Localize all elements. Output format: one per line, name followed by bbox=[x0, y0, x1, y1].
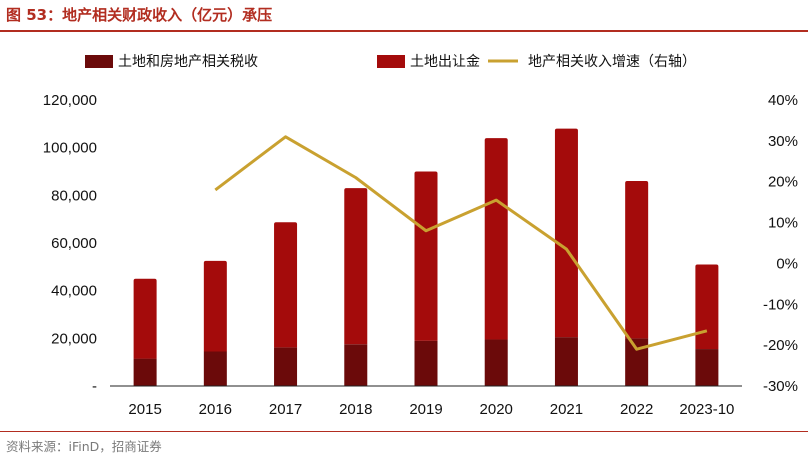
y-right-tick-label: -30% bbox=[763, 378, 798, 395]
bar-land-2022 bbox=[625, 181, 649, 339]
x-tick-label: 2015 bbox=[128, 401, 161, 418]
legend: 土地和房地产相关税收 土地出让金 地产相关收入增速（右轴） bbox=[85, 54, 696, 70]
bar-tax-2022 bbox=[625, 338, 649, 386]
chart: 土地和房地产相关税收 土地出让金 地产相关收入增速（右轴） - 20,000 40,00… bbox=[43, 54, 798, 418]
x-tick-label: 2022 bbox=[620, 401, 653, 418]
bar-tax-2016 bbox=[203, 351, 227, 386]
footer-divider bbox=[0, 431, 808, 432]
y-right-tick-label: -10% bbox=[763, 296, 798, 313]
x-tick-label: 2019 bbox=[409, 401, 442, 418]
legend-swatch-tax bbox=[85, 55, 113, 68]
title-divider bbox=[0, 30, 808, 32]
bar-tax-2023-10 bbox=[695, 349, 719, 386]
x-tick-label: 2021 bbox=[550, 401, 583, 418]
y-right-tick-label: -20% bbox=[763, 337, 798, 354]
y-left-tick-label: 80,000 bbox=[51, 187, 97, 204]
legend-label-land: 土地出让金 bbox=[410, 54, 480, 70]
y-left-tick-label: 40,000 bbox=[51, 283, 97, 300]
y-left-tick-label: 60,000 bbox=[51, 235, 97, 252]
bar-tax-2017 bbox=[274, 347, 298, 386]
x-tick-label: 2020 bbox=[480, 401, 513, 418]
bar-land-2016 bbox=[203, 260, 227, 352]
y-right-tick-label: 0% bbox=[776, 255, 798, 272]
x-tick-label: 2023-10 bbox=[679, 401, 734, 418]
bar-land-2021 bbox=[554, 128, 578, 338]
figure-title: 图 53：地产相关财政收入（亿元）承压 bbox=[6, 6, 273, 24]
y-left-tick-label: 120,000 bbox=[43, 92, 97, 109]
bar-tax-2019 bbox=[414, 340, 438, 386]
legend-label-growth: 地产相关收入增速（右轴） bbox=[528, 54, 696, 70]
y-axis-left: - 20,000 40,000 60,000 80,000 100,000 120,000 bbox=[43, 92, 97, 395]
legend-swatch-land bbox=[377, 55, 405, 68]
y-right-tick-label: 30% bbox=[768, 133, 798, 150]
y-axis-right: -30% -20% -10% 0% 10% 20% 30% 40% bbox=[763, 92, 798, 395]
bar-land-2015 bbox=[133, 278, 157, 359]
y-right-tick-label: 10% bbox=[768, 215, 798, 232]
growth-line-path bbox=[214, 135, 708, 351]
y-left-tick-label: 20,000 bbox=[51, 330, 97, 347]
bar-land-2023-10 bbox=[695, 264, 719, 350]
x-tick-label: 2017 bbox=[269, 401, 302, 418]
bar-tax-2015 bbox=[133, 358, 157, 386]
bar-land-2020 bbox=[484, 138, 508, 340]
bar-tax-2020 bbox=[484, 339, 508, 386]
growth-line bbox=[214, 135, 708, 351]
legend-label-tax: 土地和房地产相关税收 bbox=[118, 54, 258, 70]
bars bbox=[133, 128, 719, 386]
bar-tax-2018 bbox=[344, 344, 368, 386]
y-left-tick-label: 100,000 bbox=[43, 140, 97, 157]
y-right-tick-label: 40% bbox=[768, 92, 798, 109]
x-tick-label: 2018 bbox=[339, 401, 372, 418]
x-axis-labels: 2015 2016 2017 2018 2019 2020 2021 2022 2023-10 bbox=[128, 401, 734, 418]
y-right-tick-label: 20% bbox=[768, 174, 798, 191]
bar-land-2018 bbox=[344, 188, 368, 345]
y-left-tick-label: - bbox=[92, 378, 97, 395]
source-note: 资料来源：iFinD，招商证券 bbox=[6, 439, 162, 454]
bar-land-2019 bbox=[414, 171, 438, 341]
x-tick-label: 2016 bbox=[199, 401, 232, 418]
bar-tax-2021 bbox=[554, 337, 578, 386]
bar-land-2017 bbox=[274, 222, 298, 348]
